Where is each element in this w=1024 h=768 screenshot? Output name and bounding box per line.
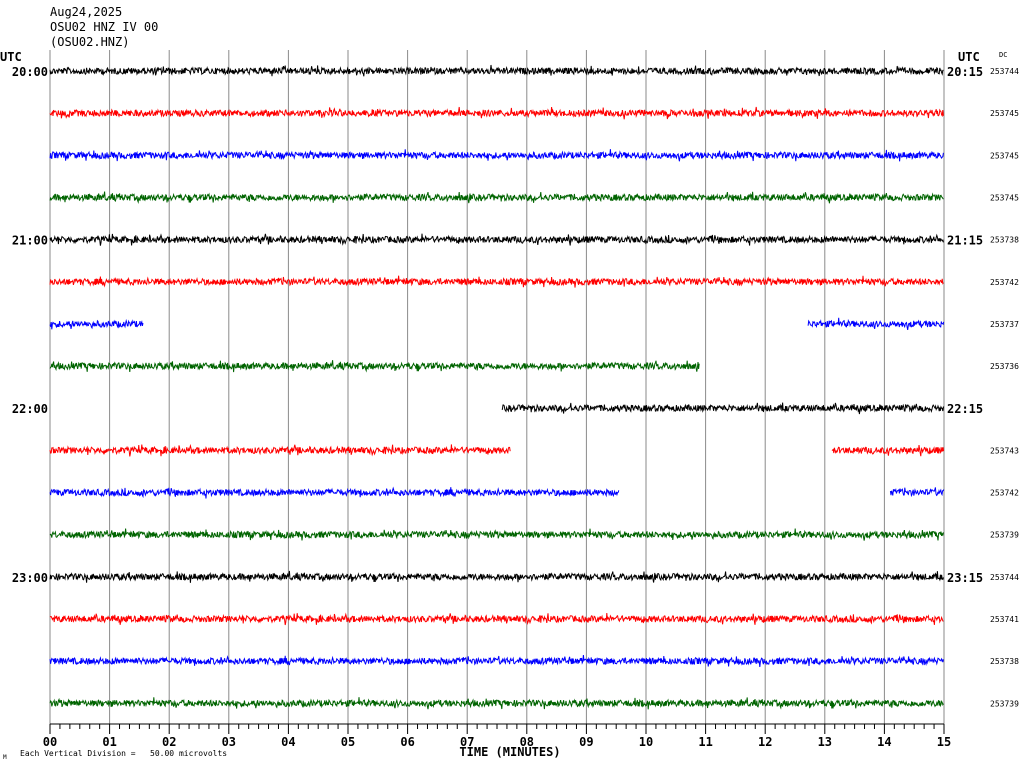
row-time-right: 20:15 [947, 65, 983, 79]
header-date: Aug24,2025 [50, 5, 122, 19]
row-dc-value: 253737 [990, 320, 1019, 329]
trace-segment [889, 487, 945, 498]
trace-segment [49, 654, 944, 667]
row-dc-value: 253745 [990, 109, 1019, 118]
trace-segment [501, 402, 945, 415]
seismogram-traces [49, 64, 945, 710]
row-dc-value: 253739 [990, 699, 1019, 708]
row-time-left: 21:00 [12, 234, 48, 248]
x-tick-label: 02 [162, 735, 176, 749]
x-tick-label: 06 [400, 735, 414, 749]
row-dc-value: 253738 [990, 657, 1019, 666]
trace-segment [49, 233, 944, 246]
trace-segment [49, 443, 511, 457]
x-tick-label: 15 [937, 735, 951, 749]
trace-segment [49, 106, 944, 120]
trace-segment [831, 445, 945, 457]
x-tick-label: 01 [102, 735, 116, 749]
row-dc-value: 253743 [990, 446, 1019, 455]
right-utc-label: UTC [958, 50, 980, 64]
row-time-left: 20:00 [12, 65, 48, 79]
x-tick-label: 07 [460, 735, 474, 749]
row-dc-value: 253745 [990, 151, 1019, 160]
x-tick-label: 14 [877, 735, 891, 749]
x-tick-label: 00 [43, 735, 57, 749]
trace-segment [49, 360, 700, 373]
dc-label: DC [999, 51, 1007, 59]
x-tick-label: 13 [818, 735, 832, 749]
trace-segment [49, 528, 944, 541]
header-station-code: (OSU02.HNZ) [50, 35, 129, 49]
x-tick-label: 12 [758, 735, 772, 749]
row-time-right: 21:15 [947, 234, 983, 248]
row-dc-value: 253745 [990, 193, 1019, 202]
trace-segment [49, 612, 944, 626]
x-tick-label: 04 [281, 735, 295, 749]
x-tick-label: 08 [520, 735, 534, 749]
row-dc-value: 253739 [990, 531, 1019, 540]
trace-segment [49, 149, 944, 162]
x-tick-label: 10 [639, 735, 653, 749]
scale-note: Each Vertical Division = 50.00 microvolt… [20, 749, 227, 758]
x-axis-label: TIME (MINUTES) [459, 745, 560, 759]
row-time-left: 23:00 [12, 571, 48, 585]
row-labels: 20:00 20:15 253744 253745 253745 253745 21:00 2… [12, 65, 1019, 708]
left-utc-label: UTC [0, 50, 22, 64]
trace-segment [49, 191, 944, 204]
trace-segment [49, 64, 944, 77]
row-dc-value: 253742 [990, 278, 1019, 287]
corner-mark: M [3, 754, 7, 761]
row-dc-value: 253744 [990, 573, 1019, 582]
row-dc-value: 253744 [990, 67, 1019, 76]
trace-segment [49, 275, 944, 288]
row-time-right: 22:15 [947, 402, 983, 416]
trace-segment [49, 486, 620, 499]
x-tick-label: 05 [341, 735, 355, 749]
grid-lines [49, 50, 945, 725]
trace-segment [49, 697, 944, 710]
header-station: OSU02 HNZ IV 00 [50, 20, 158, 34]
trace-segment [49, 318, 144, 330]
row-dc-value: 253736 [990, 362, 1019, 371]
trace-segment [807, 317, 945, 331]
row-time-right: 23:15 [947, 571, 983, 585]
row-time-left: 22:00 [12, 402, 48, 416]
x-tick-label: 03 [222, 735, 236, 749]
row-dc-value: 253742 [990, 489, 1019, 498]
row-dc-value: 253741 [990, 615, 1019, 624]
x-axis: 00 01 02 03 04 05 06 07 08 09 10 11 12 13 14 15 [43, 724, 951, 749]
trace-segment [49, 570, 944, 583]
row-dc-value: 253738 [990, 236, 1019, 245]
x-tick-label: 11 [698, 735, 712, 749]
x-tick-label: 09 [579, 735, 593, 749]
